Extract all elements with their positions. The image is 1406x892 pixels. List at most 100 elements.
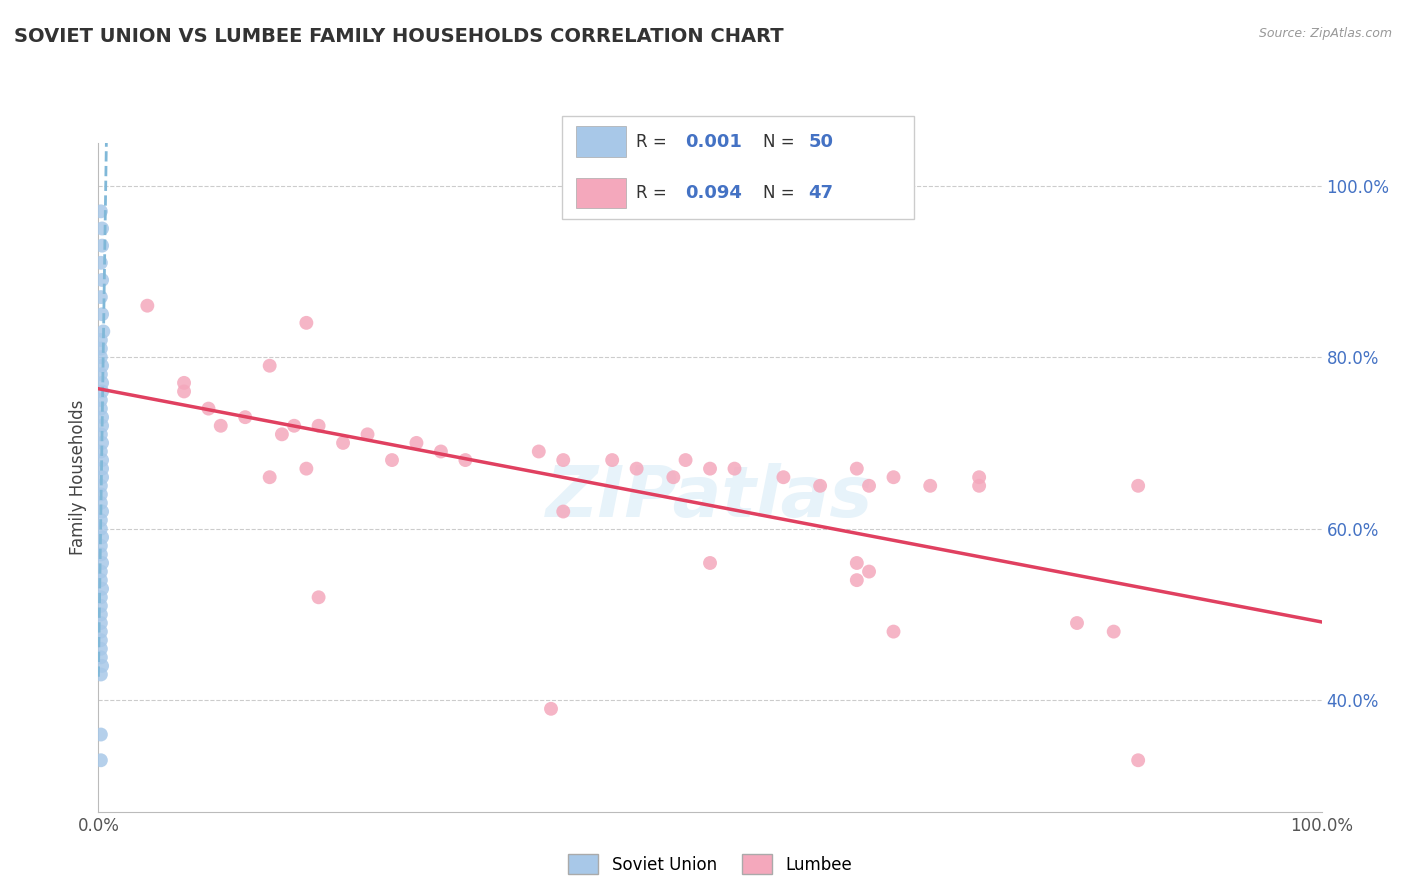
Point (90, 615, 112, 630)
Point (259, 359, 281, 373)
Point (772, 470, 794, 484)
Point (308, 418, 330, 433)
Point (90, 479, 112, 493)
Point (90, 624, 112, 639)
Point (173, 376, 195, 390)
Point (90, 350, 112, 364)
Point (91, 470, 114, 484)
FancyBboxPatch shape (562, 116, 914, 219)
Legend: Soviet Union, Lumbee: Soviet Union, Lumbee (561, 847, 859, 880)
Point (967, 470, 990, 484)
Point (699, 461, 721, 475)
Y-axis label: Family Households: Family Households (69, 400, 87, 555)
Point (808, 479, 831, 493)
Point (90, 522, 112, 536)
Point (381, 453, 404, 467)
Text: ZIPatlas: ZIPatlas (547, 463, 873, 532)
Point (90, 401, 112, 416)
Point (90, 753, 112, 767)
Text: N =: N = (762, 184, 800, 202)
Point (90, 667, 112, 681)
Point (356, 427, 378, 442)
Point (90, 427, 112, 442)
Point (90, 573, 112, 587)
Point (883, 470, 905, 484)
Point (91, 453, 114, 467)
Point (136, 299, 159, 313)
Point (675, 453, 697, 467)
Point (90, 496, 112, 510)
Point (308, 591, 330, 605)
Point (858, 565, 880, 579)
Point (90, 368, 112, 382)
Point (91, 273, 114, 287)
Point (90, 342, 112, 356)
Point (845, 573, 868, 587)
Point (1128, 479, 1150, 493)
Point (90, 444, 112, 458)
Point (91, 582, 114, 596)
Point (332, 436, 354, 450)
Point (1128, 753, 1150, 767)
Text: SOVIET UNION VS LUMBEE FAMILY HOUSEHOLDS CORRELATION CHART: SOVIET UNION VS LUMBEE FAMILY HOUSEHOLDS… (14, 27, 783, 45)
Point (209, 418, 232, 433)
Point (91, 436, 114, 450)
Point (540, 702, 562, 716)
Point (90, 333, 112, 347)
Point (91, 504, 114, 518)
Point (90, 487, 112, 501)
Point (553, 504, 575, 518)
Point (454, 453, 477, 467)
Point (90, 599, 112, 613)
Point (600, 453, 623, 467)
Point (90, 392, 112, 407)
Point (723, 461, 745, 475)
Point (626, 461, 648, 475)
Point (91, 530, 114, 544)
Point (233, 410, 256, 425)
Point (90, 650, 112, 665)
Text: 50: 50 (808, 133, 834, 151)
Point (270, 427, 294, 442)
Point (90, 727, 112, 741)
Point (1102, 624, 1125, 639)
Point (430, 444, 453, 458)
FancyBboxPatch shape (576, 127, 626, 157)
Point (90, 256, 112, 270)
Point (90, 607, 112, 622)
Point (920, 479, 942, 493)
Point (845, 461, 868, 475)
Point (91, 410, 114, 425)
Point (662, 470, 685, 484)
Point (90, 204, 112, 219)
Point (91, 359, 114, 373)
Text: 0.001: 0.001 (686, 133, 742, 151)
Point (699, 556, 721, 570)
Text: Source: ZipAtlas.com: Source: ZipAtlas.com (1258, 27, 1392, 40)
FancyBboxPatch shape (576, 178, 626, 208)
Point (91, 461, 114, 475)
Point (90, 591, 112, 605)
Point (91, 556, 114, 570)
Point (91, 325, 114, 339)
Point (90, 641, 112, 656)
Point (91, 221, 114, 235)
Point (967, 479, 990, 493)
Point (90, 290, 112, 304)
Point (90, 513, 112, 527)
Point (1066, 615, 1088, 630)
Point (91, 384, 114, 399)
Text: 47: 47 (808, 184, 834, 202)
Text: R =: R = (636, 133, 672, 151)
Text: 0.094: 0.094 (686, 184, 742, 202)
Point (90, 633, 112, 648)
Point (90, 539, 112, 553)
Point (527, 444, 550, 458)
Point (91, 418, 114, 433)
Point (90, 548, 112, 562)
Point (295, 461, 318, 475)
Point (259, 470, 281, 484)
Point (295, 316, 318, 330)
Point (91, 376, 114, 390)
Point (173, 384, 195, 399)
